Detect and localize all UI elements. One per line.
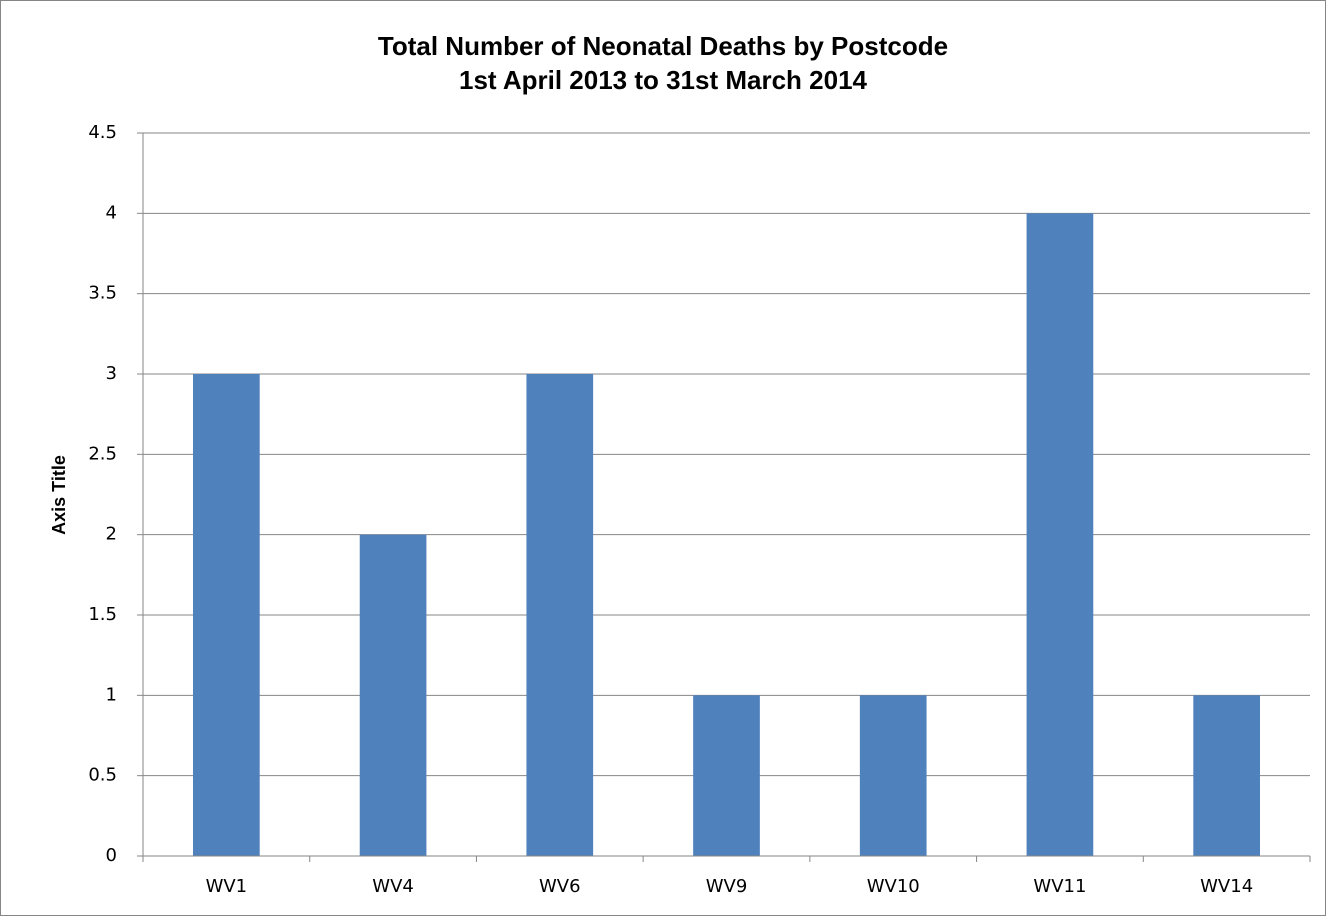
- bar: [1026, 213, 1094, 857]
- y-tick-label: 2: [106, 524, 117, 545]
- y-tick-label: 1.5: [88, 604, 117, 625]
- x-tick-label: WV4: [372, 876, 414, 897]
- y-tick-label: 4: [106, 202, 117, 223]
- x-tick-label: WV14: [1200, 876, 1253, 897]
- y-axis-title: Axis Title: [49, 455, 69, 535]
- chart-title: 1st April 2013 to 31st March 2014: [459, 65, 868, 95]
- y-tick-label: 3: [106, 363, 117, 384]
- y-tick-label: 0.5: [88, 765, 117, 786]
- y-tick-label: 4.5: [88, 122, 117, 143]
- bar: [193, 374, 260, 856]
- bar: [359, 534, 427, 856]
- bar: [859, 695, 927, 856]
- bar: [1193, 695, 1260, 856]
- x-tick-label: WV11: [1033, 876, 1086, 897]
- y-tick-label: 0: [106, 845, 117, 866]
- x-tick-label: WV9: [706, 876, 748, 897]
- y-tick-label: 2.5: [88, 443, 117, 464]
- bar: [693, 695, 760, 856]
- y-tick-label: 1: [106, 684, 117, 705]
- y-tick-label: 3.5: [88, 283, 117, 304]
- chart-title: Total Number of Neonatal Deaths by Postc…: [378, 31, 948, 61]
- x-tick-label: WV1: [206, 876, 248, 897]
- bar: [526, 374, 594, 856]
- x-tick-label: WV10: [867, 876, 920, 897]
- x-tick-label: WV6: [539, 876, 581, 897]
